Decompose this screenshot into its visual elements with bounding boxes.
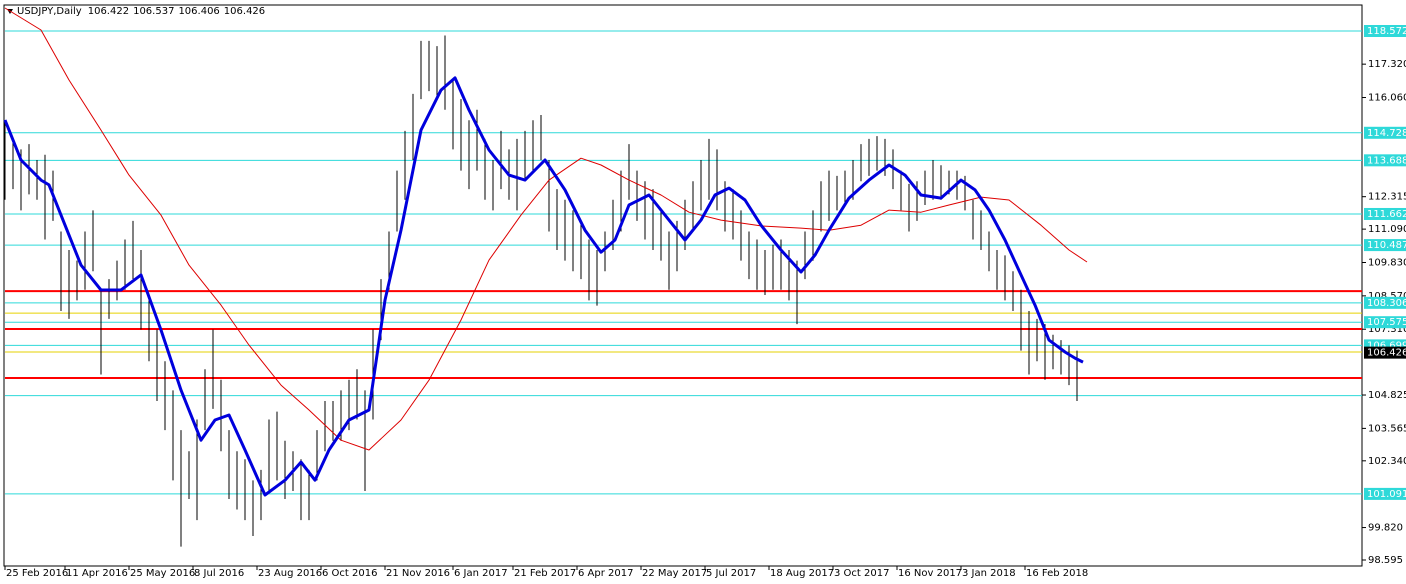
x-tick-label: 16 Feb 2018 bbox=[1026, 568, 1088, 579]
quote-value: 106.426 bbox=[224, 6, 265, 17]
price-level-box bbox=[1364, 296, 1406, 309]
current-price-label: 106.426 bbox=[1367, 348, 1406, 359]
moving-average bbox=[3, 76, 1084, 497]
y-tick-label: 109.830 bbox=[1368, 257, 1406, 268]
x-tick-label: 18 Aug 2017 bbox=[770, 568, 834, 579]
x-tick-label: 11 Apr 2016 bbox=[66, 568, 128, 579]
price-level-box bbox=[1364, 25, 1406, 38]
y-tick-label: 117.320 bbox=[1368, 59, 1406, 70]
x-tick-label: 6 Apr 2017 bbox=[578, 568, 633, 579]
x-tick-label: 8 Jul 2016 bbox=[194, 568, 244, 579]
price-level-label: 106.699 bbox=[1367, 340, 1406, 351]
plot-frame bbox=[3, 4, 1363, 567]
moving-average bbox=[4, 7, 1088, 451]
price-level-box bbox=[1364, 487, 1406, 500]
price-level-label: 111.662 bbox=[1367, 209, 1406, 220]
y-tick-label: 112.315 bbox=[1368, 192, 1406, 203]
x-tick-label: 21 Feb 2017 bbox=[514, 568, 576, 579]
x-tick-label: 3 Oct 2017 bbox=[834, 568, 889, 579]
chart-title: USDJPY,Daily bbox=[17, 6, 82, 17]
price-level-box bbox=[1364, 316, 1406, 329]
x-tick-label: 25 May 2016 bbox=[130, 568, 195, 579]
quote-value: 106.406 bbox=[178, 6, 219, 17]
quote-value: 106.422 bbox=[88, 6, 129, 17]
y-tick-label: 103.565 bbox=[1368, 423, 1406, 434]
price-level-box bbox=[1364, 207, 1406, 220]
price-level-label: 107.575 bbox=[1367, 317, 1406, 328]
price-level-label: 113.688 bbox=[1367, 155, 1406, 166]
current-price-box bbox=[1364, 346, 1406, 359]
price-level-label: 101.091 bbox=[1367, 489, 1406, 500]
quote-value: 106.537 bbox=[133, 6, 174, 17]
price-level-label: 108.306 bbox=[1367, 298, 1406, 309]
x-tick-label: 5 Jul 2017 bbox=[706, 568, 756, 579]
price-level-label: 110.487 bbox=[1367, 240, 1406, 251]
price-level-box bbox=[1364, 239, 1406, 252]
x-tick-label: 16 Nov 2017 bbox=[898, 568, 962, 579]
x-tick-label: 6 Oct 2016 bbox=[322, 568, 377, 579]
y-tick-label: 107.310 bbox=[1368, 324, 1406, 335]
y-tick-label: 102.340 bbox=[1368, 456, 1406, 467]
x-tick-label: 3 Jan 2018 bbox=[962, 568, 1016, 579]
y-tick-label: 104.825 bbox=[1368, 390, 1406, 401]
y-tick-label: 111.090 bbox=[1368, 224, 1406, 235]
y-tick-label: 116.060 bbox=[1368, 93, 1406, 104]
x-tick-label: 23 Aug 2016 bbox=[258, 568, 322, 579]
x-tick-label: 22 May 2017 bbox=[642, 568, 707, 579]
price-level-label: 114.728 bbox=[1367, 128, 1406, 139]
y-tick-label: 99.820 bbox=[1368, 523, 1403, 534]
price-level-box bbox=[1364, 154, 1406, 167]
price-level-label: 118.572 bbox=[1367, 26, 1406, 37]
x-tick-label: 6 Jan 2017 bbox=[454, 568, 508, 579]
y-tick-label: 108.570 bbox=[1368, 291, 1406, 302]
x-tick-label: 25 Feb 2016 bbox=[6, 568, 68, 579]
price-level-box bbox=[1364, 126, 1406, 139]
x-tick-label: 21 Nov 2016 bbox=[386, 568, 450, 579]
y-tick-label: 98.595 bbox=[1368, 555, 1403, 566]
